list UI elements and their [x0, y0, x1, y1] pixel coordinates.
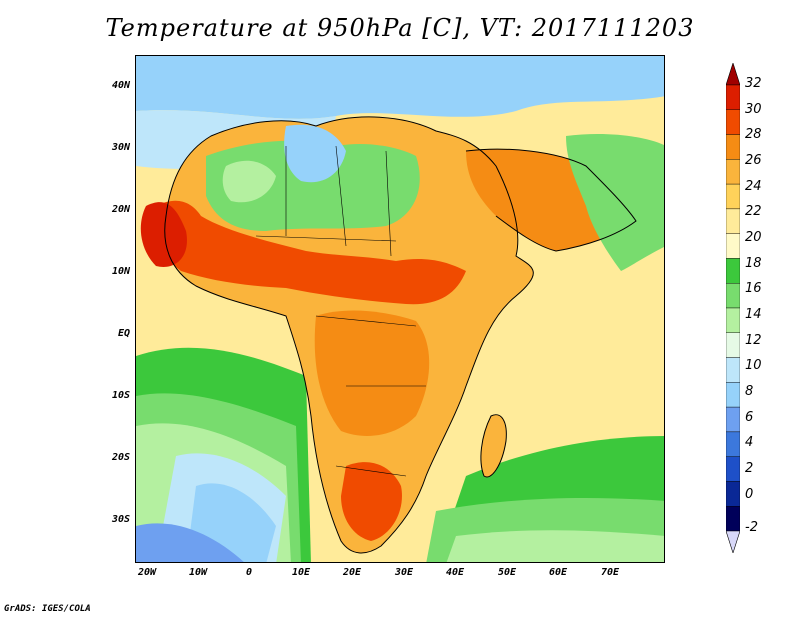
lon-tick: 0 — [245, 567, 253, 578]
colorbar-segment — [726, 283, 740, 309]
colorbar-label: 0 — [745, 487, 754, 502]
madagascar-coastline — [480, 414, 507, 478]
arabia-coastline — [465, 148, 637, 252]
colorbar-label: 12 — [745, 333, 762, 348]
country-borders — [255, 145, 426, 477]
sahel-hot-band — [154, 200, 466, 305]
lon-tick: 20W — [137, 567, 157, 578]
lon-tick: 50E — [497, 567, 517, 578]
sahara-light-region — [222, 160, 276, 203]
lat-tick: 30S — [111, 514, 130, 525]
colorbar-segment — [726, 382, 740, 408]
colorbar-segment — [726, 357, 740, 383]
ocean-band — [446, 530, 664, 562]
colorbar-label: 14 — [745, 307, 762, 322]
lon-tick: 10W — [188, 567, 208, 578]
atlas-cold-region — [284, 124, 346, 183]
temperature-map — [135, 55, 665, 563]
colorbar-segment — [726, 506, 740, 532]
colorbar-label: 8 — [745, 384, 754, 399]
lon-tick: 60E — [548, 567, 568, 578]
colorbar-label: 26 — [745, 153, 762, 168]
lon-tick: 30E — [394, 567, 414, 578]
colorbar-label: 2 — [745, 461, 754, 476]
lon-tick: 70E — [600, 567, 620, 578]
lat-tick: 40N — [111, 80, 130, 91]
map-canvas — [136, 56, 664, 562]
colorbar-label: 22 — [745, 204, 762, 219]
colorbar-segment — [726, 134, 740, 160]
central-africa-warm — [314, 310, 430, 436]
colorbar-label: 24 — [745, 179, 762, 194]
lat-tick: 10S — [111, 390, 130, 401]
colorbar-segment — [726, 208, 740, 234]
colorbar-segment — [726, 431, 740, 457]
colorbar-segment — [726, 183, 740, 210]
colorbar-segment — [726, 456, 740, 482]
lat-tick: 30N — [111, 142, 130, 153]
colorbar-segment — [726, 84, 740, 110]
colorbar-label: 10 — [745, 358, 762, 373]
colorbar-segment — [726, 159, 740, 185]
colorbar-label: 16 — [745, 281, 762, 296]
colorbar-segment — [726, 307, 740, 333]
colorbar-label: 28 — [745, 127, 762, 142]
west-coast-hot-spot — [140, 202, 187, 267]
lat-tick: EQ — [117, 328, 130, 339]
colorbar-segment — [726, 481, 740, 507]
lon-tick: 10E — [291, 567, 311, 578]
colorbar-min-arrow — [726, 530, 740, 553]
africa-coastline — [164, 116, 534, 554]
colorbar-label: 20 — [745, 230, 762, 245]
mediterranean-cool-region — [136, 56, 664, 119]
lon-tick: 40E — [445, 567, 465, 578]
colorbar-label: 4 — [745, 435, 754, 450]
colorbar-segment — [726, 332, 740, 358]
colorbar-segment — [726, 109, 740, 135]
colorbar — [726, 63, 740, 553]
colorbar-label: 32 — [745, 76, 762, 91]
ocean-band — [136, 523, 244, 562]
colorbar-max-arrow — [726, 63, 740, 86]
lat-tick: 20S — [111, 452, 130, 463]
india-region — [566, 134, 664, 271]
colorbar-label: -2 — [745, 520, 758, 535]
map-title: Temperature at 950hPa [C], VT: 201711120… — [105, 14, 695, 42]
colorbar-label: 6 — [745, 410, 754, 425]
lat-tick: 20N — [111, 204, 130, 215]
lon-tick: 20E — [342, 567, 362, 578]
grads-credit: GrADS: IGES/COLA — [4, 604, 91, 614]
southern-africa-hot — [341, 462, 402, 541]
colorbar-label: 18 — [745, 256, 762, 271]
lat-tick: 10N — [111, 266, 130, 277]
colorbar-segment — [726, 233, 740, 259]
colorbar-segment — [726, 258, 740, 284]
colorbar-segment — [726, 406, 740, 433]
colorbar-label: 30 — [745, 102, 762, 117]
